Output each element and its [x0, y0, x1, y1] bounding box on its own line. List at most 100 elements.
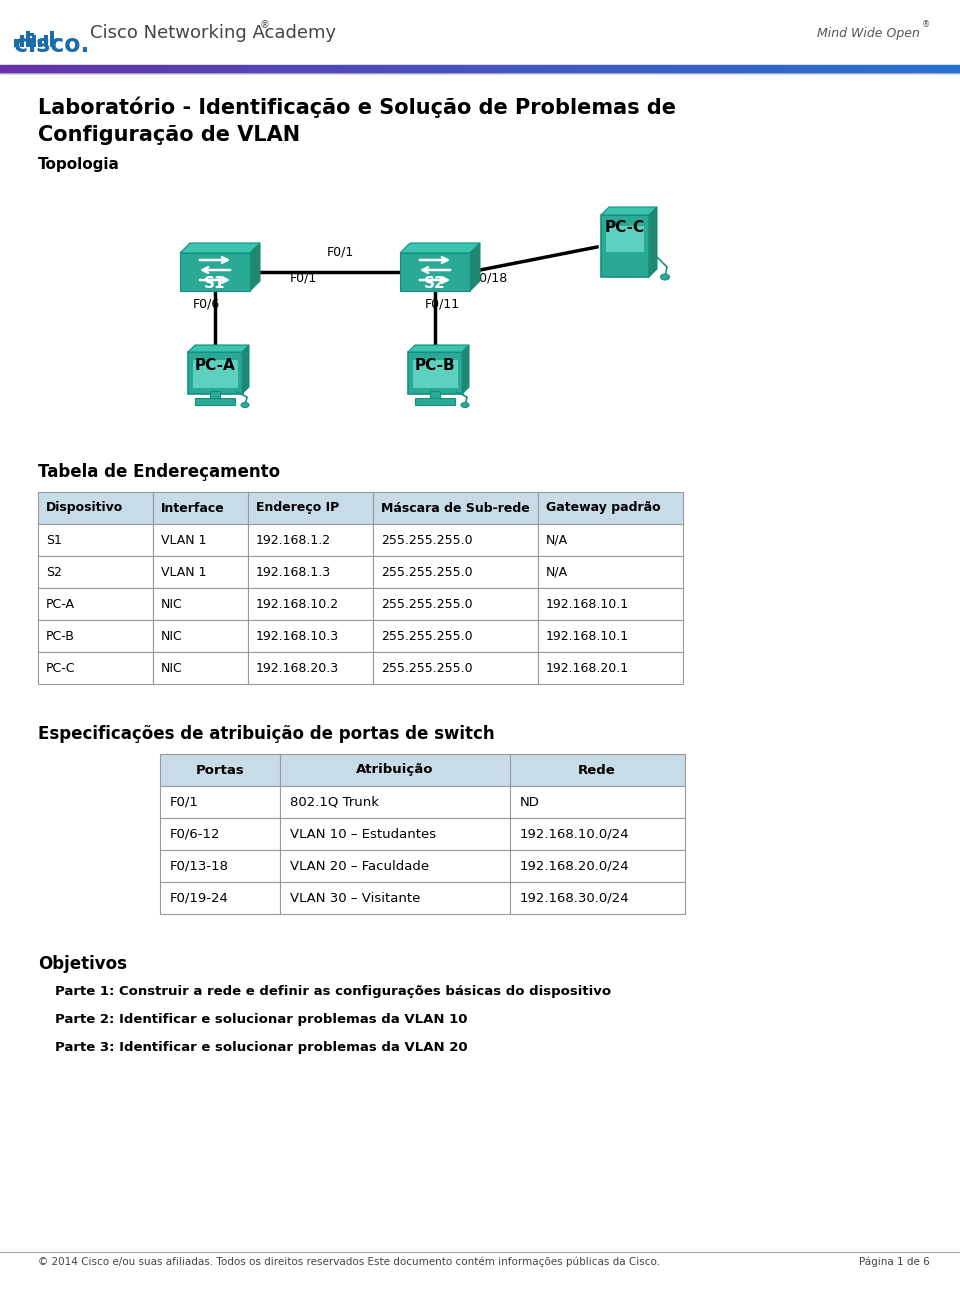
Bar [213, 65, 214, 74]
Bar [586, 65, 587, 74]
Bar [719, 65, 720, 74]
Bar [341, 65, 342, 74]
Bar [394, 65, 395, 74]
Bar [743, 65, 744, 74]
Bar [406, 65, 407, 74]
Bar [880, 65, 881, 74]
Bar [680, 65, 681, 74]
Bar [938, 65, 939, 74]
Bar [750, 65, 751, 74]
Bar [272, 65, 273, 74]
Bar [208, 65, 209, 74]
Bar [908, 65, 909, 74]
Bar [620, 65, 621, 74]
Bar [131, 65, 132, 74]
Bar [38, 588, 153, 620]
Bar [777, 65, 778, 74]
Bar [873, 65, 874, 74]
Bar [718, 65, 719, 74]
Bar [99, 65, 100, 74]
Bar [378, 65, 379, 74]
Bar [884, 65, 885, 74]
Bar [644, 65, 645, 74]
Bar [746, 65, 747, 74]
Bar [116, 65, 117, 74]
Bar [601, 65, 602, 74]
Bar [267, 65, 268, 74]
Bar [281, 65, 282, 74]
Bar [196, 65, 197, 74]
Bar [918, 65, 919, 74]
Bar [771, 65, 772, 74]
Bar [481, 65, 482, 74]
Polygon shape [188, 345, 249, 351]
Bar [712, 65, 713, 74]
Polygon shape [470, 243, 480, 291]
Bar [715, 65, 716, 74]
Bar [912, 65, 913, 74]
Bar [858, 65, 859, 74]
Bar [704, 65, 705, 74]
Bar [207, 65, 208, 74]
Bar [836, 65, 837, 74]
Bar [288, 65, 289, 74]
Bar [678, 65, 679, 74]
Bar [518, 65, 519, 74]
Bar [698, 65, 699, 74]
Bar [736, 65, 737, 74]
Bar [120, 65, 121, 74]
Bar [373, 620, 538, 652]
Polygon shape [601, 207, 657, 214]
Bar [155, 65, 156, 74]
Bar [538, 492, 683, 525]
Bar [290, 65, 291, 74]
Bar [958, 65, 959, 74]
Bar [544, 65, 545, 74]
Bar [685, 65, 686, 74]
Bar [110, 65, 111, 74]
Text: F0/1: F0/1 [326, 245, 353, 258]
Text: 255.255.255.0: 255.255.255.0 [381, 629, 472, 642]
Bar [824, 65, 825, 74]
Bar [828, 65, 829, 74]
Text: N/A: N/A [546, 566, 568, 579]
Bar [153, 652, 248, 683]
Bar [948, 65, 949, 74]
Bar [881, 65, 882, 74]
Bar [722, 65, 723, 74]
Text: 192.168.30.0/24: 192.168.30.0/24 [520, 891, 630, 904]
Text: S1: S1 [204, 275, 226, 291]
Bar [148, 65, 149, 74]
Bar [368, 65, 369, 74]
Bar [709, 65, 710, 74]
Bar [342, 65, 343, 74]
Bar [475, 65, 476, 74]
Bar [539, 65, 540, 74]
Bar [524, 65, 525, 74]
Bar [813, 65, 814, 74]
Text: 192.168.1.2: 192.168.1.2 [256, 534, 331, 547]
Bar [851, 65, 852, 74]
Bar [619, 65, 620, 74]
Bar [72, 65, 73, 74]
Bar [533, 65, 534, 74]
Bar [587, 65, 588, 74]
Bar [103, 65, 104, 74]
Bar [236, 65, 237, 74]
Bar [12, 65, 13, 74]
Bar [20, 65, 21, 74]
Bar [379, 65, 380, 74]
Bar [405, 65, 406, 74]
Bar [626, 65, 627, 74]
Bar [887, 65, 888, 74]
Bar [25, 65, 26, 74]
Bar [572, 65, 573, 74]
Bar [939, 65, 940, 74]
Bar [214, 65, 215, 74]
Bar [76, 65, 77, 74]
Bar [377, 65, 378, 74]
Bar [521, 65, 522, 74]
Bar [745, 65, 746, 74]
Bar [83, 65, 84, 74]
Bar [675, 65, 676, 74]
